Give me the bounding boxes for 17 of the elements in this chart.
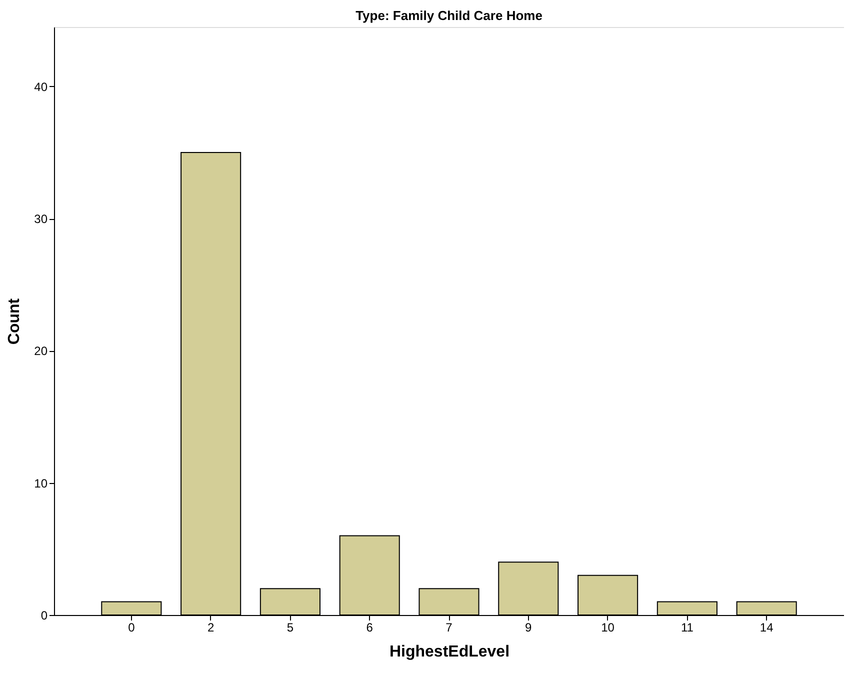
x-tick-label: 11 <box>680 620 694 634</box>
y-axis-title: Count <box>6 298 24 345</box>
y-tick-label: 30 <box>34 212 48 226</box>
x-axis-title: HighestEdLevel <box>389 644 510 660</box>
chart-title: Type: Family Child Care Home <box>356 8 542 23</box>
x-tick-label: 6 <box>366 620 374 634</box>
x-tick-label: 2 <box>207 620 214 634</box>
x-tick-label: 5 <box>286 620 294 634</box>
y-tick-label: 20 <box>34 344 48 358</box>
x-tick-label: 9 <box>525 620 532 634</box>
y-tick-label: 40 <box>34 80 48 94</box>
x-tick-label: 0 <box>128 620 136 634</box>
x-tick-label: 7 <box>446 620 453 634</box>
y-tick-label: 10 <box>34 476 48 490</box>
y-tick-label: 0 <box>40 608 48 622</box>
x-tick-label: 14 <box>760 620 774 634</box>
x-tick-label: 10 <box>601 620 615 634</box>
